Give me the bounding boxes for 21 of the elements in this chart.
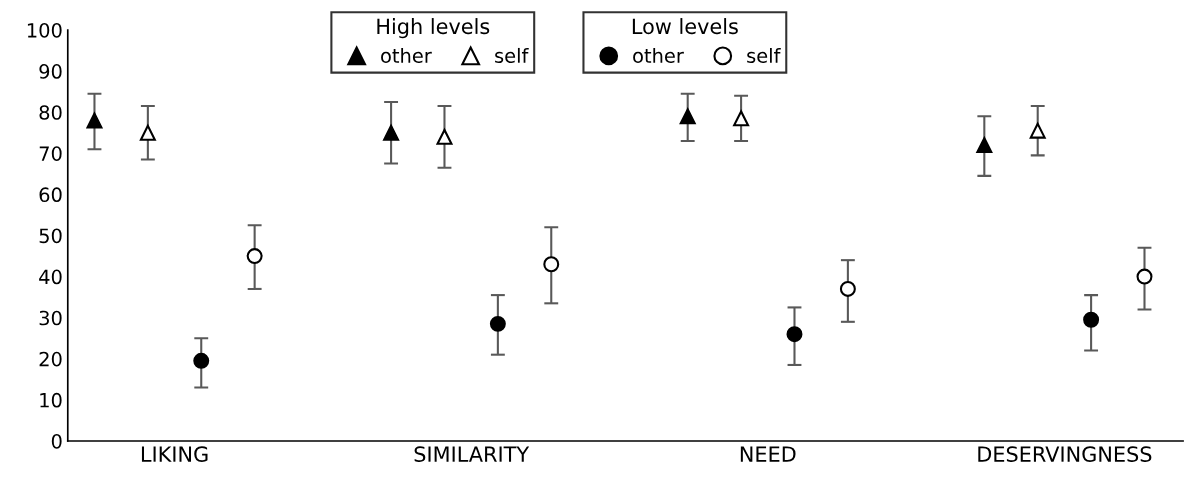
legend-label: other — [633, 47, 684, 63]
y-tick-label: 40 — [39, 269, 62, 285]
legend-label: self — [747, 47, 781, 63]
legend-label: other — [381, 47, 432, 63]
x-tick-label: LIKING — [141, 446, 208, 462]
y-tick-label: 20 — [39, 351, 62, 367]
legend-label: self — [495, 47, 529, 63]
y-tick-label: 80 — [39, 105, 62, 120]
text: High levels — [377, 18, 490, 39]
y-tick-label: 70 — [39, 146, 62, 161]
y-tick-label: 90 — [39, 64, 62, 79]
y-tick-label: 10 — [40, 392, 62, 408]
y-tick-label: 50 — [39, 228, 62, 244]
y-tick-label: 30 — [39, 310, 62, 326]
x-tick-label: DESERVINGNESS — [978, 446, 1152, 462]
y-tick-label: 100 — [27, 22, 62, 38]
y-tick-label: 60 — [39, 187, 62, 203]
text: Low levels — [632, 18, 738, 35]
x-tick-label: NEED — [740, 446, 796, 462]
x-tick-label: SIMILARITY — [414, 446, 530, 462]
y-tick-label: 0 — [51, 433, 62, 449]
